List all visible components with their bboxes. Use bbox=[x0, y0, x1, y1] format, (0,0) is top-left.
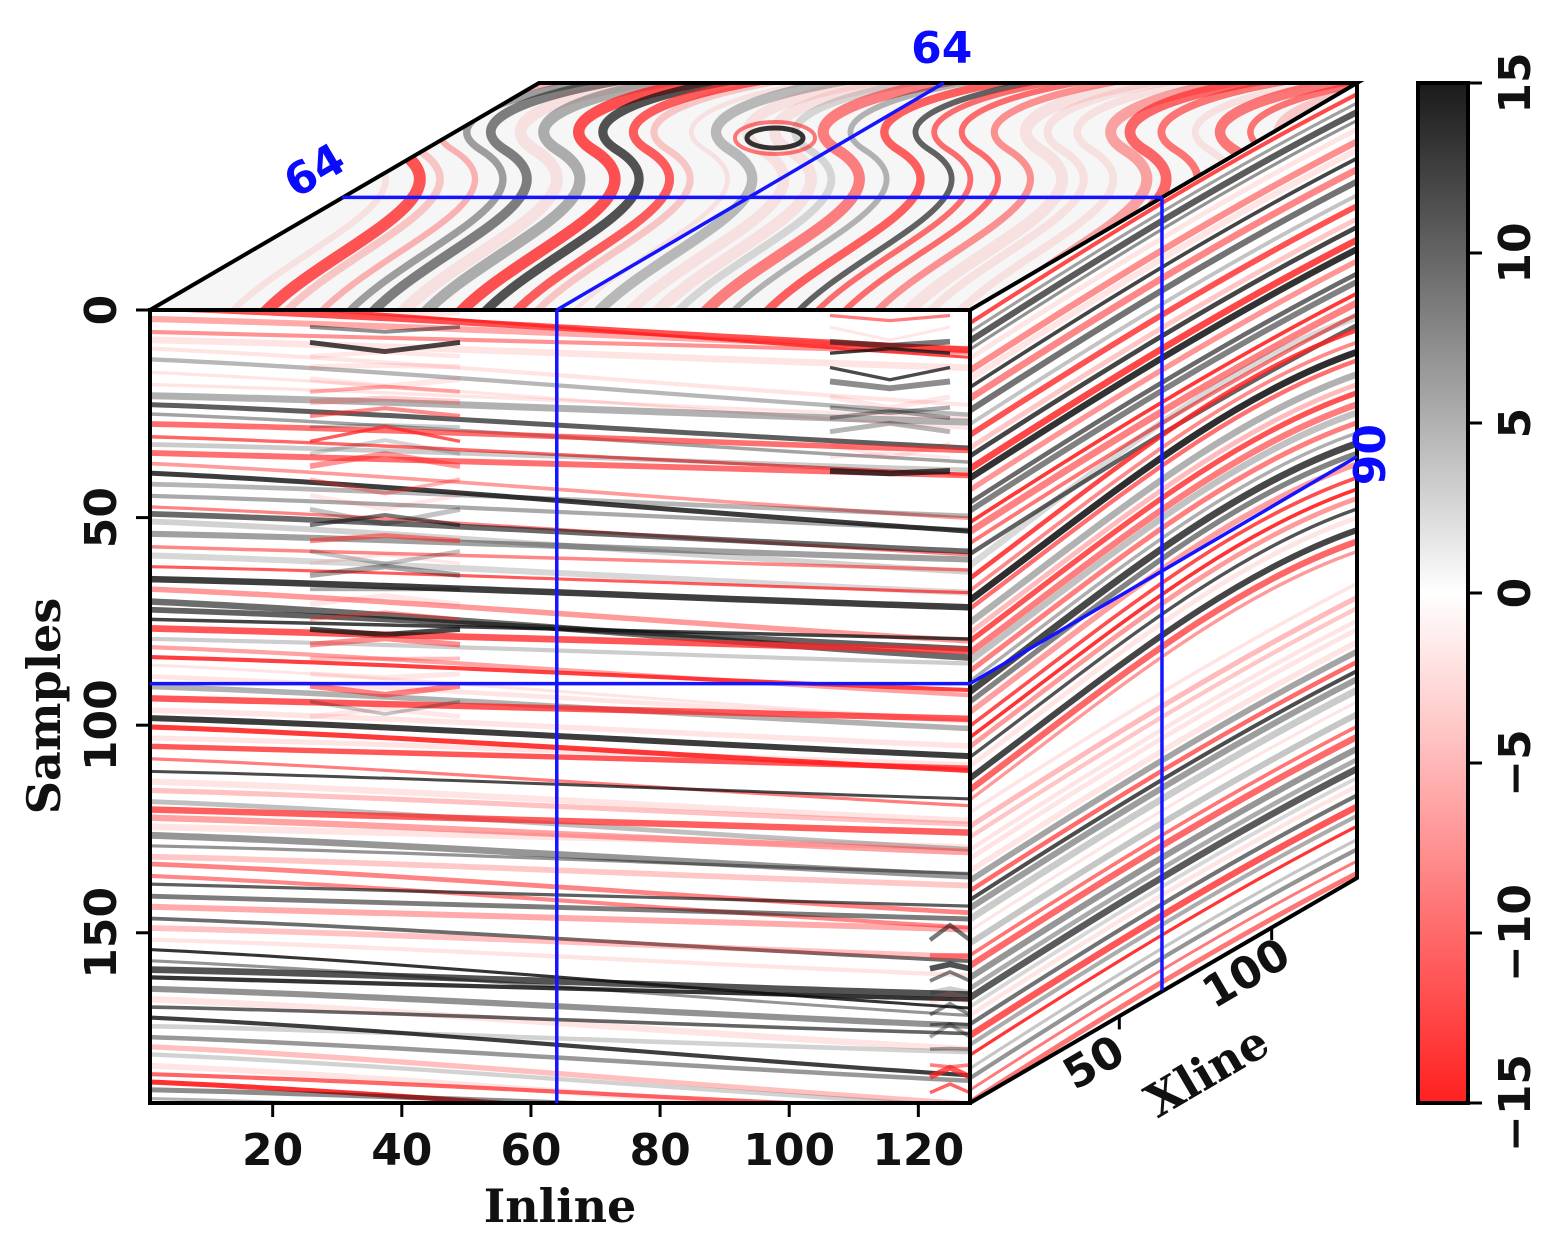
inline-tick-label: 120 bbox=[872, 1125, 964, 1176]
inline-tick-label: 60 bbox=[500, 1125, 561, 1176]
colorbar-gradient bbox=[1416, 81, 1470, 1105]
samples-tick-label: 50 bbox=[76, 487, 127, 548]
samples-tick-label: 100 bbox=[76, 679, 127, 771]
inline-tick-label: 100 bbox=[743, 1125, 835, 1176]
samples-tick-label: 0 bbox=[76, 295, 127, 326]
samples-axis-title: Samples bbox=[17, 598, 71, 815]
inline-axis-title: Inline bbox=[484, 1179, 637, 1233]
inline-tick-label: 40 bbox=[371, 1125, 432, 1176]
slice-lines bbox=[150, 81, 1358, 1103]
colorbar-tick-label: −5 bbox=[1490, 729, 1541, 796]
colorbar: 15 10 5 0 −5 −10 −15 bbox=[1416, 52, 1541, 1152]
sample-slice-label: 90 bbox=[1345, 424, 1396, 485]
colorbar-tick-label: 0 bbox=[1490, 578, 1541, 609]
inline-slice-label: 64 bbox=[911, 23, 972, 74]
colorbar-tick-label: 15 bbox=[1490, 52, 1541, 113]
samples-axis: 0 50 100 150 bbox=[76, 295, 150, 979]
colorbar-tick-label: 5 bbox=[1490, 408, 1541, 439]
inline-tick-label: 80 bbox=[629, 1125, 690, 1176]
inline-tick-label: 20 bbox=[242, 1125, 303, 1176]
samples-tick-label: 150 bbox=[76, 887, 127, 979]
colorbar-ticks: 15 10 5 0 −5 −10 −15 bbox=[1468, 52, 1541, 1152]
colorbar-tick-label: 10 bbox=[1490, 222, 1541, 283]
xline-axis-title: Xline bbox=[1136, 1014, 1278, 1128]
colorbar-tick-label: −10 bbox=[1490, 884, 1541, 982]
inline-axis: 20 40 60 80 100 120 bbox=[242, 1103, 964, 1176]
colorbar-tick-label: −15 bbox=[1490, 1054, 1541, 1152]
inline-section-face bbox=[150, 310, 970, 1103]
